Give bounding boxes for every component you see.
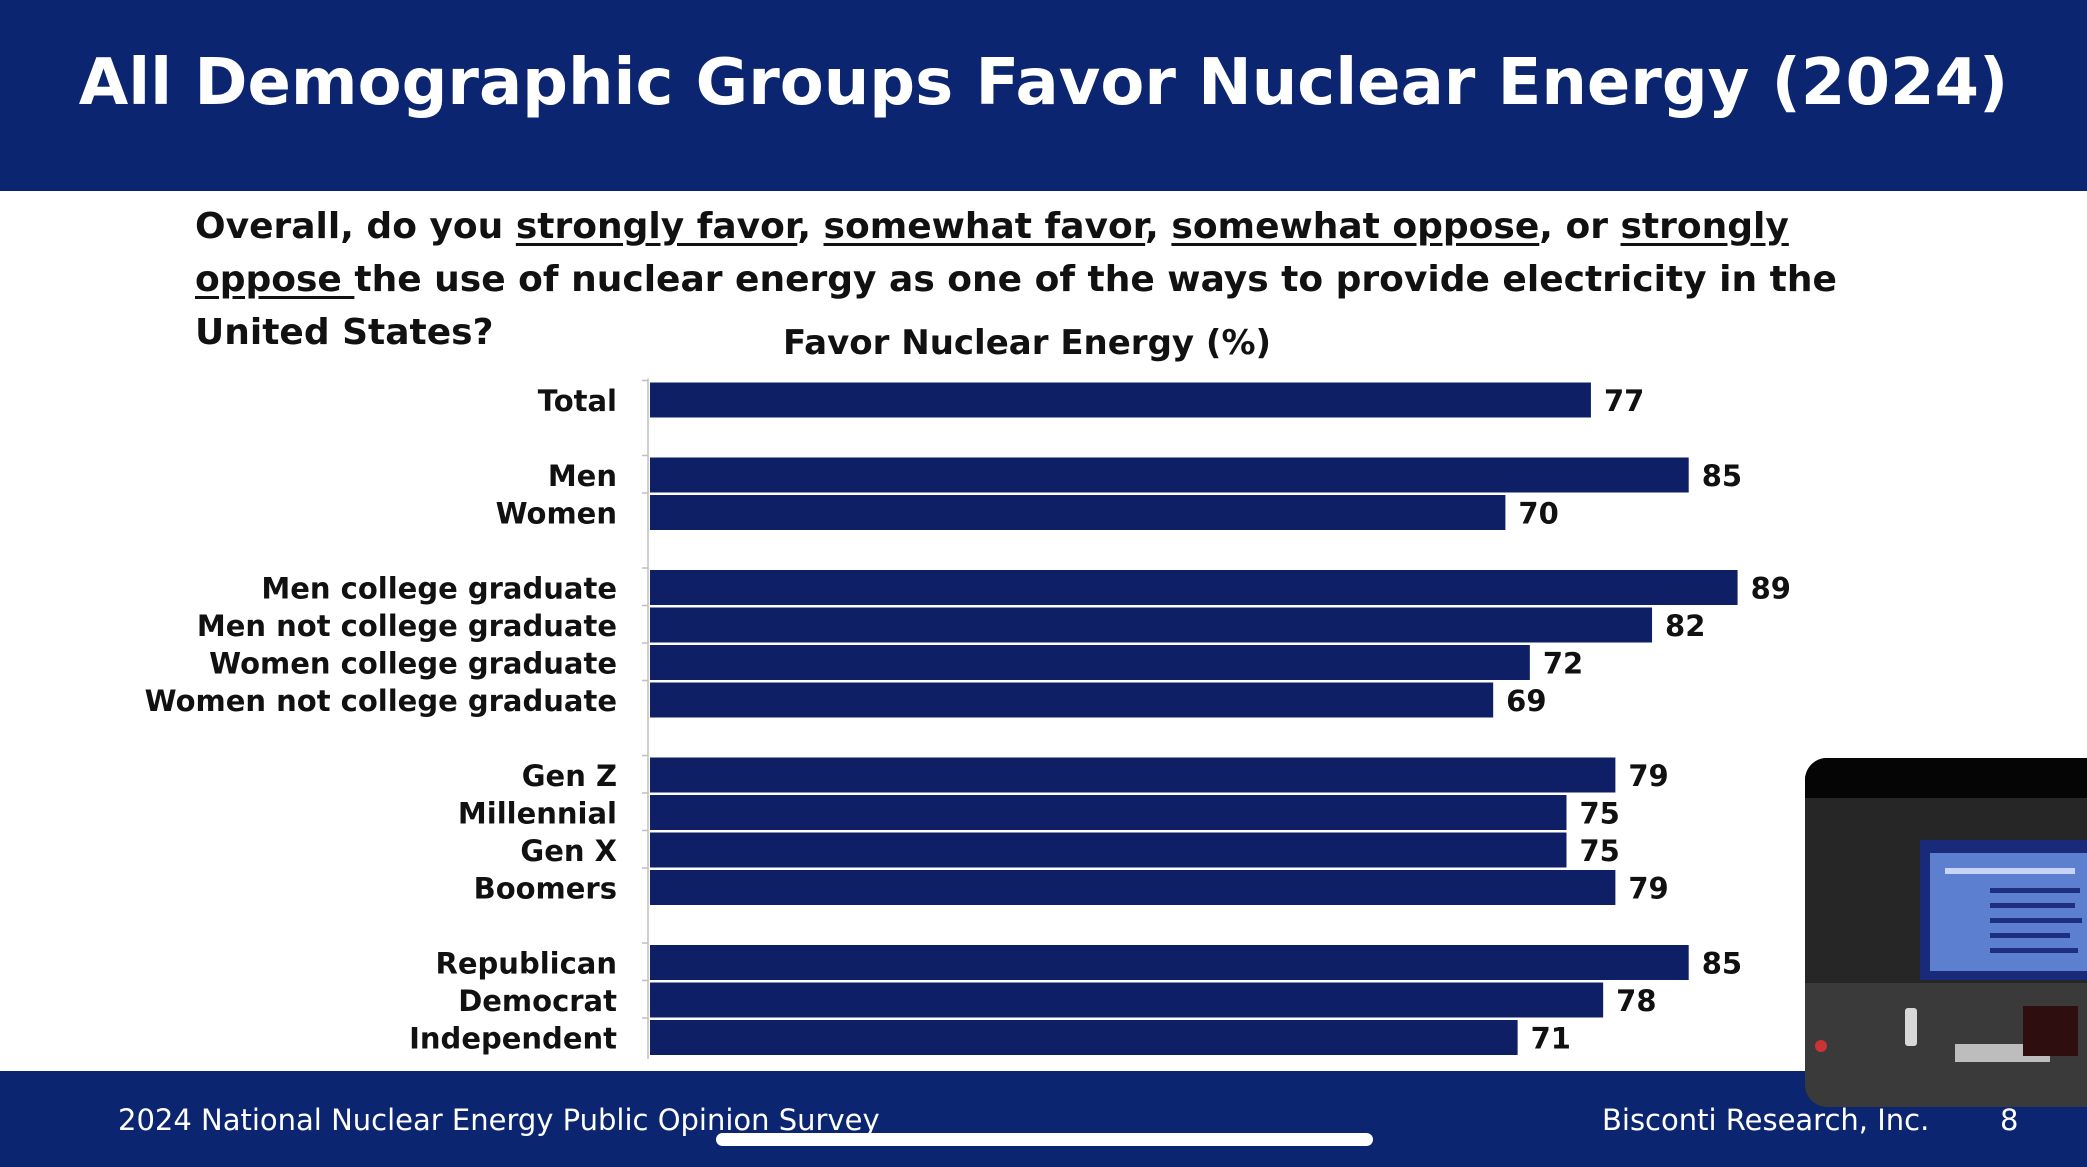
category-label: Women college graduate	[209, 647, 617, 681]
page-number: 8	[2000, 1103, 2019, 1137]
bar	[650, 757, 1616, 793]
bar	[650, 382, 1591, 418]
bar	[650, 607, 1653, 643]
category-label: Independent	[409, 1022, 617, 1056]
question-text: ,	[1145, 206, 1172, 247]
survey-question: Overall, do you strongly favor, somewhat…	[195, 200, 1895, 359]
video-thumbnail-image	[1805, 758, 2087, 1107]
bar	[650, 682, 1494, 718]
data-label: 77	[1604, 384, 1644, 418]
bar	[650, 570, 1738, 605]
bar	[650, 795, 1567, 830]
data-label: 72	[1543, 647, 1583, 681]
category-label: Boomers	[474, 872, 617, 906]
bar	[650, 945, 1689, 980]
option-strongly-favor: strongly favor	[515, 206, 798, 247]
home-indicator	[716, 1133, 1373, 1146]
category-label: Millennial	[458, 797, 617, 831]
data-label: 85	[1702, 459, 1742, 493]
data-label: 82	[1665, 609, 1705, 643]
category-label: Men college graduate	[261, 572, 617, 606]
data-label: 75	[1580, 834, 1620, 868]
question-text: Overall, do you	[195, 206, 516, 247]
chart-title: Favor Nuclear Energy (%)	[783, 323, 1271, 363]
header-bar	[0, 0, 2087, 191]
slide-title: All Demographic Groups Favor Nuclear Ene…	[78, 46, 2009, 120]
footer-bar	[0, 1071, 2087, 1167]
data-label: 78	[1616, 984, 1656, 1018]
data-label: 85	[1702, 947, 1742, 981]
bar	[650, 457, 1689, 493]
category-label: Women not college graduate	[145, 684, 617, 718]
data-label: 89	[1751, 572, 1791, 606]
data-label: 70	[1518, 497, 1558, 531]
category-label: Gen X	[520, 834, 617, 868]
question-text: ,	[797, 206, 824, 247]
category-label: Men not college graduate	[197, 609, 617, 643]
footer-survey-name: 2024 National Nuclear Energy Public Opin…	[118, 1103, 880, 1137]
bar	[650, 645, 1530, 680]
bar	[650, 1020, 1518, 1055]
category-label: Women	[496, 497, 617, 531]
data-label: 69	[1506, 684, 1546, 718]
category-label: Gen Z	[522, 759, 617, 793]
bar	[650, 870, 1616, 905]
category-label: Republican	[436, 947, 617, 981]
video-thumbnail-overlay[interactable]	[1805, 758, 2087, 1107]
bar	[650, 495, 1506, 530]
bar	[650, 982, 1604, 1018]
option-somewhat-favor: somewhat favor	[823, 206, 1146, 247]
question-text: , or	[1539, 206, 1621, 247]
option-somewhat-oppose: somewhat oppose	[1171, 206, 1540, 247]
category-label: Democrat	[458, 984, 617, 1018]
data-label: 71	[1531, 1022, 1571, 1056]
data-label: 79	[1628, 759, 1668, 793]
category-label: Men	[548, 459, 617, 493]
question-text: the use of nuclear energy as one of the …	[195, 259, 1837, 353]
footer-company: Bisconti Research, Inc.	[1602, 1103, 1930, 1137]
option-strongly-oppose: strongly oppose	[195, 206, 1789, 300]
bar	[650, 832, 1567, 868]
data-label: 79	[1628, 872, 1668, 906]
category-label: Total	[538, 384, 617, 418]
data-label: 75	[1580, 797, 1620, 831]
